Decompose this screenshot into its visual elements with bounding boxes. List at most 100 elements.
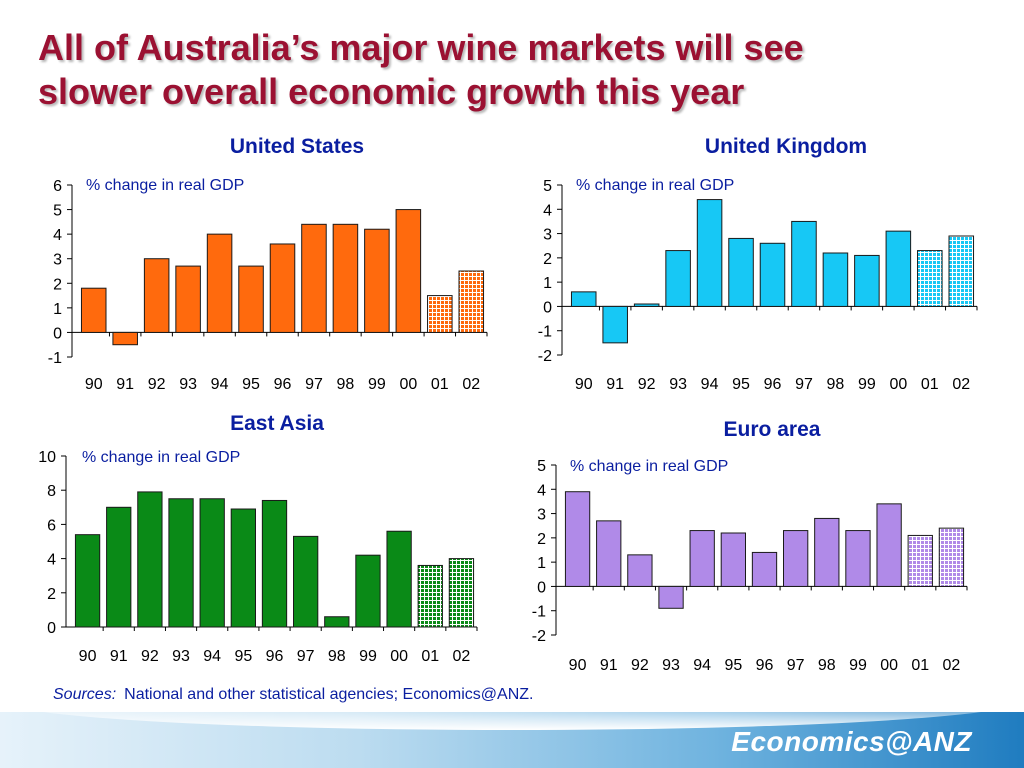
bar	[261, 499, 288, 628]
x-tick-label: 98	[818, 657, 836, 674]
sources-note: Sources: National and other statistical a…	[53, 686, 533, 704]
bar	[230, 508, 256, 628]
x-tick-label: 92	[631, 657, 649, 674]
bar	[564, 491, 591, 587]
x-tick-label: 02	[462, 376, 480, 393]
x-tick-label: 97	[305, 376, 323, 393]
y-tick-label: 3	[543, 227, 552, 244]
slide-title-line-2: slower overall economic growth this year	[38, 71, 745, 112]
bar	[822, 252, 849, 307]
bar	[112, 331, 138, 346]
y-tick-label: 2	[53, 276, 62, 293]
y-tick-label: -1	[532, 604, 546, 621]
x-tick-label: 00	[390, 648, 408, 665]
sources-label: Sources:	[53, 686, 117, 703]
bar	[293, 535, 319, 628]
x-tick-label: 90	[575, 376, 593, 393]
bar	[386, 530, 412, 628]
x-tick-label: 98	[328, 648, 346, 665]
bar	[143, 258, 170, 333]
slide-title: All of Australia’s major wine markets wi…	[38, 26, 998, 114]
bar	[206, 233, 233, 333]
bar	[791, 220, 817, 307]
x-tick-label: 99	[849, 657, 867, 674]
bar	[689, 530, 715, 587]
bar	[728, 237, 754, 307]
x-tick-label: 91	[606, 376, 624, 393]
y-tick-label: 5	[543, 178, 552, 195]
y-tick-label: 8	[47, 483, 56, 500]
y-tick-label: 2	[537, 531, 546, 548]
x-tick-label: 93	[179, 376, 197, 393]
bar	[720, 532, 746, 587]
x-tick-label: 96	[764, 376, 782, 393]
x-tick-label: 90	[85, 376, 103, 393]
x-tick-label: 90	[79, 648, 97, 665]
y-tick-label: 4	[543, 202, 552, 219]
y-tick-label: -2	[538, 348, 552, 365]
sources-text: National and other statistical agencies;…	[124, 686, 534, 703]
y-tick-label: -2	[532, 628, 546, 645]
y-tick-label: 3	[537, 507, 546, 524]
y-tick-label: 0	[543, 299, 552, 316]
x-tick-label: 97	[795, 376, 813, 393]
y-tick-label: 5	[537, 458, 546, 475]
y-tick-label: 6	[53, 178, 62, 195]
chart-title: East Asia	[230, 412, 324, 435]
chart-title: United Kingdom	[705, 135, 867, 158]
x-tick-label: 93	[669, 376, 687, 393]
bar	[332, 223, 359, 333]
x-tick-label: 91	[110, 648, 128, 665]
slide-title-line-1: All of Australia’s major wine markets wi…	[38, 27, 804, 68]
x-tick-label: 01	[431, 376, 449, 393]
y-tick-label: 4	[537, 482, 546, 499]
x-tick-label: 95	[234, 648, 252, 665]
x-tick-label: 94	[701, 376, 719, 393]
x-tick-label: 91	[116, 376, 134, 393]
bar	[658, 585, 684, 609]
x-tick-label: 93	[172, 648, 190, 665]
bar	[355, 554, 381, 628]
bar	[570, 291, 597, 307]
y-tick-label: 0	[537, 579, 546, 596]
x-tick-label: 95	[724, 657, 742, 674]
bar	[74, 534, 101, 628]
x-tick-label: 94	[693, 657, 711, 674]
y-tick-label: 1	[543, 275, 552, 292]
bar	[168, 498, 194, 628]
bar	[106, 506, 132, 628]
x-tick-label: 01	[921, 376, 939, 393]
y-tick-label: 0	[53, 325, 62, 342]
chart-title: United States	[230, 135, 364, 158]
x-tick-label: 99	[368, 376, 386, 393]
x-tick-label: 99	[858, 376, 876, 393]
bar	[137, 491, 163, 628]
bar	[199, 498, 225, 628]
y-tick-label: 3	[53, 252, 62, 269]
x-tick-label: 96	[266, 648, 284, 665]
bar	[845, 530, 871, 587]
x-tick-label: 02	[943, 657, 961, 674]
chart-title: Euro area	[724, 418, 821, 441]
unit-label: % change in real GDP	[570, 458, 728, 475]
unit-label: % change in real GDP	[576, 177, 734, 194]
x-tick-label: 98	[337, 376, 355, 393]
x-tick-label: 97	[787, 657, 805, 674]
x-tick-label: 00	[399, 376, 417, 393]
bar	[175, 265, 201, 333]
y-tick-label: -1	[48, 350, 62, 367]
x-tick-label: 92	[148, 376, 166, 393]
bar-forecast	[938, 527, 965, 587]
x-tick-label: 02	[453, 648, 471, 665]
y-tick-label: 2	[47, 586, 56, 603]
bar	[751, 551, 778, 587]
bar	[627, 554, 653, 587]
bar	[783, 530, 809, 587]
bar	[876, 503, 902, 587]
bar	[596, 520, 622, 587]
bar-forecast	[458, 270, 485, 333]
